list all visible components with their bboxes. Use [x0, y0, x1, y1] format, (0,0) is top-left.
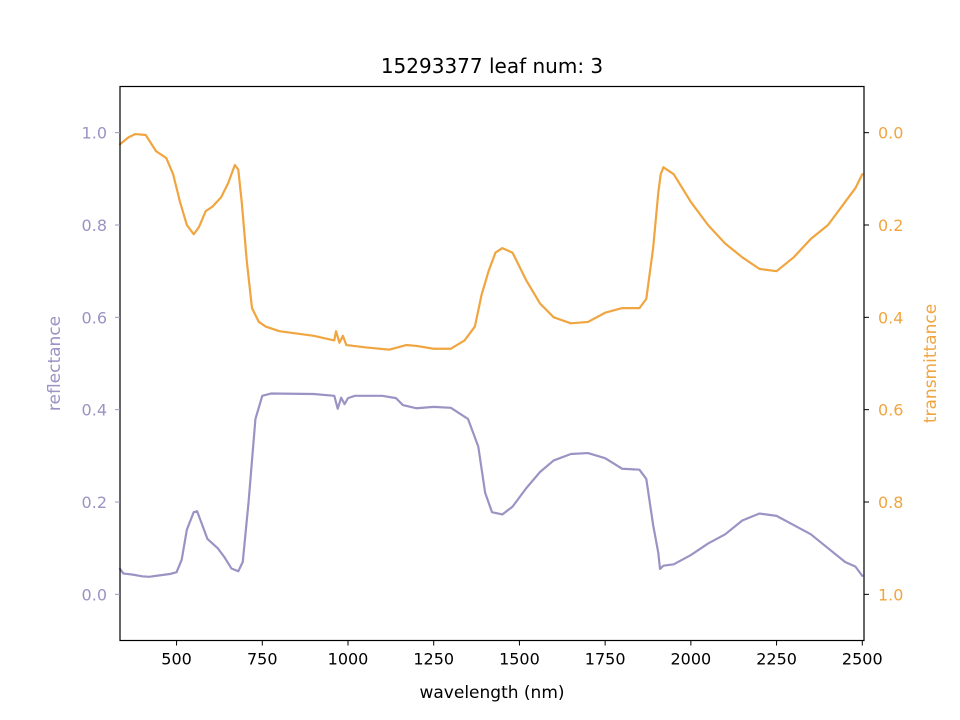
y-right-tick-label: 0.0 — [878, 124, 903, 143]
x-tick-label: 2500 — [842, 650, 883, 669]
y-right-tick-label: 0.4 — [878, 308, 903, 327]
y-right-tick-label: 0.2 — [878, 216, 903, 235]
y-right-tick-label: 0.8 — [878, 493, 903, 512]
x-tick-label: 1750 — [585, 650, 626, 669]
x-tick-label: 2000 — [670, 650, 711, 669]
reflectance-line — [118, 392, 864, 578]
y-left-tick-label: 0.4 — [82, 401, 107, 420]
plot-lines — [118, 132, 864, 578]
chart-title: 15293377 leaf num: 3 — [381, 54, 603, 78]
transmittance-line — [118, 132, 864, 351]
x-tick-label: 750 — [247, 650, 278, 669]
y-right-tick-label: 0.6 — [878, 401, 903, 420]
y-axis-right-label: transmittance — [921, 304, 941, 423]
y-axis-right: 0.0 0.2 0.4 0.6 0.8 1.0 — [864, 124, 903, 604]
y-left-tick-label: 1.0 — [82, 124, 107, 143]
y-right-tick-label: 1.0 — [878, 585, 903, 604]
y-left-tick-label: 0.0 — [82, 585, 107, 604]
x-axis-label: wavelength (nm) — [419, 683, 564, 703]
y-axis-left: 0.0 0.2 0.4 0.6 0.8 1.0 — [82, 124, 120, 604]
x-tick-label: 1000 — [328, 650, 369, 669]
x-axis: 500 750 1000 1250 1500 1750 2000 2250 2500 — [161, 640, 883, 669]
x-tick-label: 1500 — [499, 650, 540, 669]
x-tick-label: 500 — [161, 650, 192, 669]
x-tick-label: 1250 — [413, 650, 454, 669]
y-left-tick-label: 0.6 — [82, 308, 107, 327]
y-left-tick-label: 0.2 — [82, 493, 107, 512]
x-tick-label: 2250 — [756, 650, 797, 669]
y-axis-left-label: reflectance — [45, 316, 65, 411]
plot-frame — [119, 85, 865, 642]
y-left-tick-label: 0.8 — [82, 216, 107, 235]
